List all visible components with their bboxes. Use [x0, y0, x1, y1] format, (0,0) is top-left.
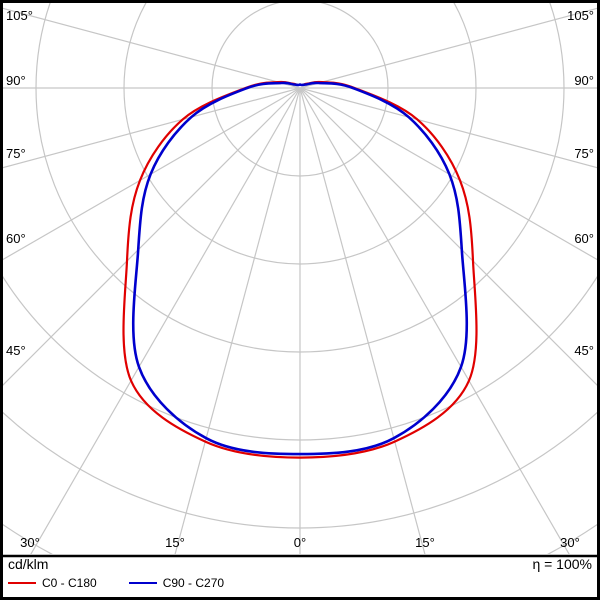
angle-label: 105° — [6, 8, 33, 23]
polar-grid-radial — [3, 7, 301, 89]
angle-label: 45° — [574, 343, 594, 358]
angle-label: 90° — [574, 73, 594, 88]
curve-c90-c270 — [131, 81, 469, 456]
angle-label: 30° — [560, 535, 580, 550]
polar-grid-radial — [30, 87, 301, 554]
angle-label: 60° — [574, 231, 594, 246]
polar-grid-radial — [299, 87, 570, 554]
angle-label: 30° — [20, 535, 40, 550]
angle-label: 15° — [165, 535, 185, 550]
angle-label: 45° — [6, 343, 26, 358]
polar-grid-radial — [3, 87, 301, 386]
angle-label: 60° — [6, 231, 26, 246]
polar-grid-radial — [299, 7, 597, 89]
angle-label: 75° — [574, 146, 594, 161]
angle-label: 105° — [567, 8, 594, 23]
angle-label: 90° — [6, 73, 26, 88]
polar-grid-radial — [3, 87, 301, 261]
polar-grid-radial — [299, 87, 426, 554]
polar-grid-radial — [299, 87, 597, 386]
angle-label: 75° — [6, 146, 26, 161]
angle-label: 15° — [415, 535, 435, 550]
polar-grid-radial — [174, 87, 301, 554]
polar-grid-radial — [299, 87, 597, 261]
angle-label: 0° — [294, 535, 306, 550]
